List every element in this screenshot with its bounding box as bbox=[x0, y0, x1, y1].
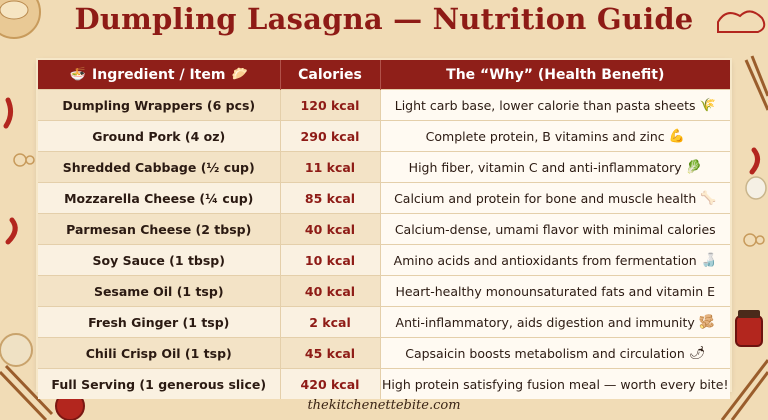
cabbage-icon: 🥬 bbox=[685, 159, 702, 175]
column-header-calories: Calories bbox=[280, 60, 381, 90]
website-footer: thekitchenettebite.com bbox=[307, 398, 461, 413]
health-benefit-text: Calcium-dense, umami flavor with minimal… bbox=[394, 221, 716, 237]
health-benefit-cell: Anti-inflammatory, aids digestion and im… bbox=[380, 306, 730, 338]
calories-cell: 40 kcal bbox=[280, 275, 381, 307]
column-header-ingredient: 🍜 Ingredient / Item 🥟 bbox=[38, 60, 281, 90]
flexed-bicep-icon: 💪 bbox=[668, 128, 685, 144]
health-benefit-cell: Capsaicin boosts metabolism and circulat… bbox=[380, 337, 730, 369]
ingredient-cell: Mozzarella Cheese (¼ cup) bbox=[38, 182, 281, 214]
calories-cell: 10 kcal bbox=[280, 244, 381, 276]
table-row: Chili Crisp Oil (1 tsp) 45 kcal Capsaicin … bbox=[38, 337, 730, 369]
health-benefit-text: Calcium and protein for bone and muscle … bbox=[394, 190, 697, 206]
wheat-icon: 🌾 bbox=[699, 97, 716, 113]
health-benefit-text: High protein satisfying fusion meal — wo… bbox=[382, 376, 729, 392]
calories-cell: 85 kcal bbox=[280, 182, 381, 214]
health-benefit-cell: High fiber, vitamin C and anti-inflammat… bbox=[380, 151, 730, 183]
table-row: Shredded Cabbage (½ cup) 11 kcal High fibe… bbox=[38, 151, 730, 183]
health-benefit-text: Heart-healthy monounsaturated fats and v… bbox=[395, 283, 716, 299]
health-benefit-text: High fiber, vitamin C and anti-inflammat… bbox=[408, 159, 682, 175]
health-benefit-cell: Heart-healthy monounsaturated fats and v… bbox=[380, 275, 730, 307]
table-body: Dumpling Wrappers (6 pcs) 120 kcal Light c… bbox=[38, 89, 730, 399]
ingredient-cell: Sesame Oil (1 tsp) bbox=[38, 275, 281, 307]
table-row: Soy Sauce (1 tbsp) 10 kcal Amino acids and… bbox=[38, 244, 730, 276]
ingredient-cell: Dumpling Wrappers (6 pcs) bbox=[38, 89, 281, 121]
table-row: Full Serving (1 generous slice) 420 kcal H… bbox=[38, 368, 730, 399]
nutrition-table: 🍜 Ingredient / Item 🥟 Calories The “Why”… bbox=[38, 60, 730, 399]
dumpling-icon: 🥟 bbox=[231, 67, 248, 83]
health-benefit-cell: Amino acids and antioxidants from fermen… bbox=[380, 244, 730, 276]
calories-cell: 120 kcal bbox=[280, 89, 381, 121]
ingredient-cell: Fresh Ginger (1 tsp) bbox=[38, 306, 281, 338]
health-benefit-cell: High protein satisfying fusion meal — wo… bbox=[380, 368, 730, 399]
table-row: Parmesan Cheese (2 tbsp) 40 kcal Calcium-d… bbox=[38, 213, 730, 245]
health-benefit-cell: Calcium-dense, umami flavor with minimal… bbox=[380, 213, 730, 245]
table-row: Ground Pork (4 oz) 290 kcal Complete prote… bbox=[38, 120, 730, 152]
calories-cell: 2 kcal bbox=[280, 306, 381, 338]
chili-pepper-icon: 🌶 bbox=[688, 345, 706, 361]
table-row: Fresh Ginger (1 tsp) 2 kcal Anti-inflammat… bbox=[38, 306, 730, 338]
calories-cell: 420 kcal bbox=[280, 368, 381, 399]
ingredient-cell: Soy Sauce (1 tbsp) bbox=[38, 244, 281, 276]
calories-cell: 40 kcal bbox=[280, 213, 381, 245]
health-benefit-cell: Calcium and protein for bone and muscle … bbox=[380, 182, 730, 214]
health-benefit-cell: Light carb base, lower calorie than past… bbox=[380, 89, 730, 121]
ingredient-cell: Ground Pork (4 oz) bbox=[38, 120, 281, 152]
ingredient-cell: Chili Crisp Oil (1 tsp) bbox=[38, 337, 281, 369]
health-benefit-cell: Complete protein, B vitamins and zinc 💪 bbox=[380, 120, 730, 152]
table-row: Mozzarella Cheese (¼ cup) 85 kcal Calcium … bbox=[38, 182, 730, 214]
ingredient-cell: Shredded Cabbage (½ cup) bbox=[38, 151, 281, 183]
ginger-root-icon: 🫚 bbox=[698, 314, 715, 330]
table-row: Sesame Oil (1 tsp) 40 kcal Heart-healthy m… bbox=[38, 275, 730, 307]
health-benefit-text: Anti-inflammatory, aids digestion and im… bbox=[395, 314, 695, 330]
soy-sauce-bottle-icon: 🍶 bbox=[700, 252, 717, 268]
table-header-row: 🍜 Ingredient / Item 🥟 Calories The “Why”… bbox=[38, 60, 730, 90]
nutrition-table-card: 🍜 Ingredient / Item 🥟 Calories The “Why”… bbox=[38, 60, 730, 399]
health-benefit-text: Capsaicin boosts metabolism and circulat… bbox=[405, 345, 685, 361]
bone-icon: 🦴 bbox=[700, 190, 717, 206]
health-benefit-text: Light carb base, lower calorie than past… bbox=[394, 97, 696, 113]
page-title: Dumpling Lasagna — Nutrition Guide bbox=[74, 2, 694, 36]
health-benefit-text: Complete protein, B vitamins and zinc bbox=[425, 128, 665, 144]
ingredient-cell: Full Serving (1 generous slice) bbox=[38, 368, 281, 399]
table-row: Dumpling Wrappers (6 pcs) 120 kcal Light c… bbox=[38, 89, 730, 121]
ingredient-cell: Parmesan Cheese (2 tbsp) bbox=[38, 213, 281, 245]
noodle-bowl-icon: 🍜 bbox=[69, 67, 87, 83]
column-header-why: The “Why” (Health Benefit) bbox=[380, 60, 730, 90]
calories-cell: 290 kcal bbox=[280, 120, 381, 152]
calories-cell: 45 kcal bbox=[280, 337, 381, 369]
health-benefit-text: Amino acids and antioxidants from fermen… bbox=[393, 252, 697, 268]
calories-cell: 11 kcal bbox=[280, 151, 381, 183]
